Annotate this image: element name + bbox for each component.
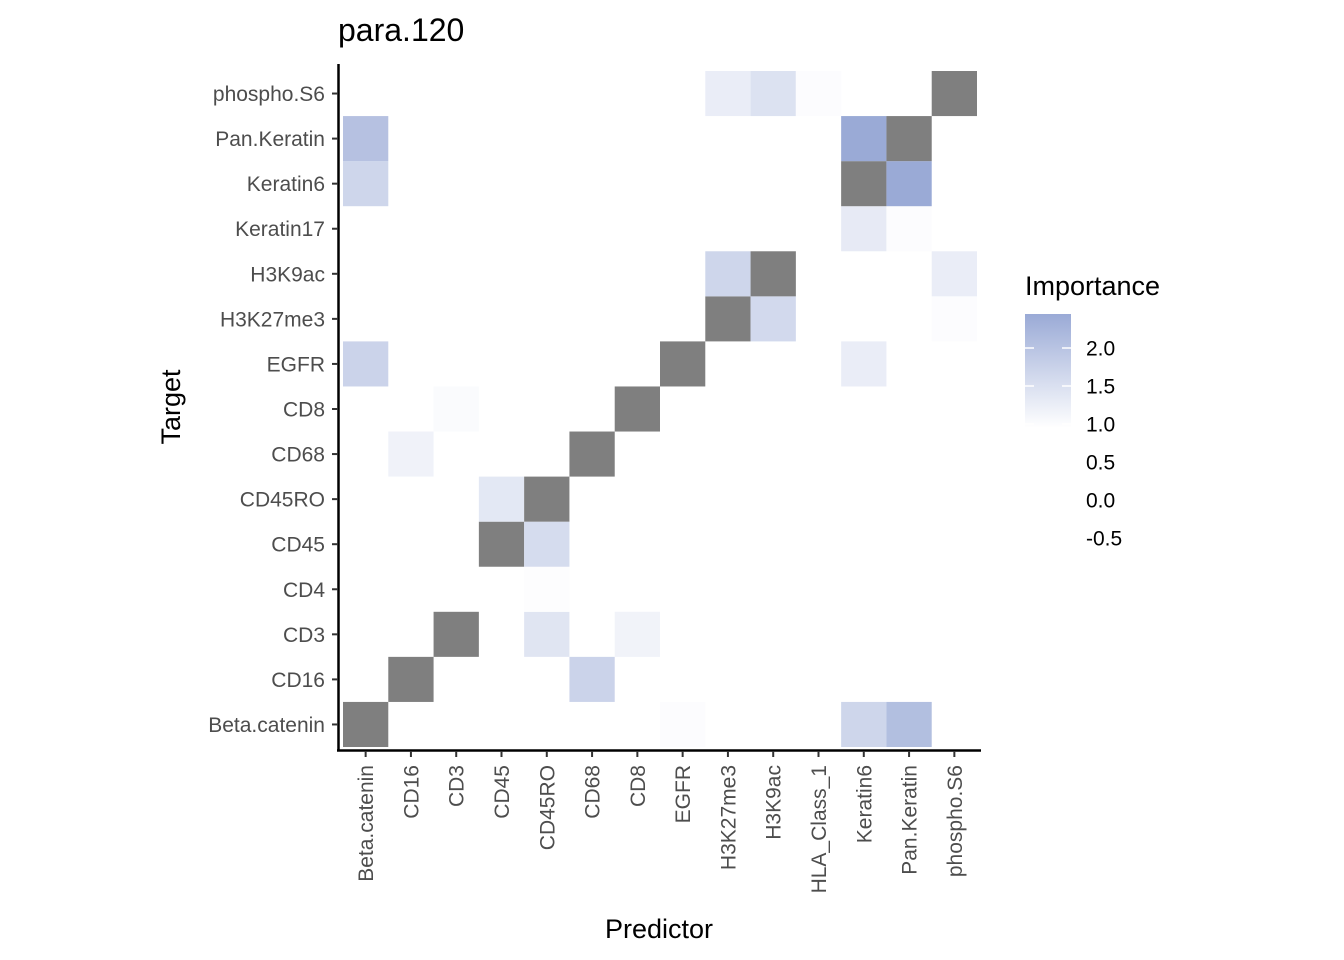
heatmap-cell-phospho-s6-hla-class-1 <box>795 71 842 117</box>
heatmap-cell-h3k9ac-h3k27me3 <box>705 251 751 297</box>
heatmap-cell-phospho-s6-h3k27me3 <box>705 71 751 117</box>
x-tick-label-hla-class-1: HLA_Class_1 <box>808 765 831 893</box>
x-tick-label-cd45: CD45 <box>491 765 514 819</box>
legend-label: 1.5 <box>1086 376 1115 399</box>
heatmap-cell-egfr-egfr <box>660 341 706 387</box>
heatmap-cell-pan-keratin-beta-catenin <box>343 116 389 162</box>
heatmap-cell-keratin17-keratin6 <box>841 206 887 252</box>
x-tick-label-cd16: CD16 <box>400 765 423 819</box>
y-tick-label-cd68: CD68 <box>271 444 325 467</box>
heatmap-cell-cd3-cd3 <box>433 611 479 657</box>
heatmap-cell-pan-keratin-keratin6 <box>841 116 887 162</box>
x-tick-label-h3k27me3: H3K27me3 <box>717 765 740 870</box>
y-tick-label-cd8: CD8 <box>283 398 325 421</box>
heatmap-cell-cd68-cd16 <box>388 431 434 477</box>
heatmap-cell-cd68-cd68 <box>569 431 615 477</box>
y-tick-label-keratin17: Keratin17 <box>235 218 325 241</box>
heatmap-cell-egfr-keratin6 <box>841 341 887 387</box>
heatmap-cell-cd3-cd45ro <box>524 611 570 657</box>
heatmap-cell-h3k27me3-phospho-s6 <box>931 296 977 342</box>
legend-ticks: 2.0 1.5 1.0 0.5 0.0 -0.5 <box>1025 338 1122 551</box>
y-tick-label-h3k27me3: H3K27me3 <box>220 308 325 331</box>
heatmap-cell-cd3-cd8 <box>614 611 660 657</box>
heatmap-cell-cd8-cd3 <box>433 386 479 432</box>
heatmap-cell-h3k27me3-h3k27me3 <box>705 296 751 342</box>
heatmap-cell-egfr-beta-catenin <box>343 341 389 387</box>
y-tick-label-cd3: CD3 <box>283 624 325 647</box>
x-tick-label-cd3: CD3 <box>446 765 469 807</box>
x-tick-label-phospho-s6: phospho.S6 <box>944 765 967 877</box>
heatmap-cell-cd16-cd16 <box>388 656 434 702</box>
heatmap-cell-beta-catenin-beta-catenin <box>343 701 389 747</box>
axes <box>337 64 981 752</box>
y-tick-label-h3k9ac: H3K9ac <box>250 263 325 286</box>
x-tick-label-cd68: CD68 <box>582 765 605 819</box>
x-axis-title: Predictor <box>605 914 713 944</box>
heatmap-cell-beta-catenin-pan-keratin <box>886 701 932 747</box>
heatmap-cell-h3k9ac-h3k9ac <box>750 251 796 297</box>
legend: Importance 2.0 1.5 1.0 0.5 0.0 -0.5 <box>1025 271 1160 551</box>
x-tick-label-beta-catenin: Beta.catenin <box>355 765 378 882</box>
heatmap-cell-keratin17-pan-keratin <box>886 206 932 252</box>
y-tick-label-pan-keratin: Pan.Keratin <box>215 128 325 151</box>
x-axis-ticks: Beta.catenin CD16 CD3 CD45 CD45RO CD68 CD8 EGFR… <box>355 751 967 893</box>
heatmap-cell-keratin6-beta-catenin <box>343 161 389 207</box>
legend-label: -0.5 <box>1086 528 1122 551</box>
heatmap-cell-pan-keratin-pan-keratin <box>886 116 932 162</box>
legend-label: 1.0 <box>1086 414 1115 437</box>
chart-title: para.120 <box>338 12 464 48</box>
y-axis-title: Target <box>156 369 186 445</box>
y-tick-label-cd16: CD16 <box>271 669 325 692</box>
x-tick-label-egfr: EGFR <box>672 765 695 823</box>
x-tick-label-h3k9ac: H3K9ac <box>763 765 786 840</box>
heatmap-cell-cd4-cd45ro <box>524 566 570 612</box>
y-tick-label-cd45: CD45 <box>271 534 325 557</box>
y-tick-label-keratin6: Keratin6 <box>247 173 325 196</box>
heatmap-cell-cd45-cd45 <box>478 521 525 567</box>
heatmap-cell-cd16-cd68 <box>569 656 615 702</box>
heatmap-cell-phospho-s6-phospho-s6 <box>931 71 977 117</box>
legend-label: 0.0 <box>1086 490 1115 513</box>
heatmap-cell-cd45ro-cd45ro <box>524 476 570 522</box>
y-axis-ticks: Beta.catenin CD16 CD3 CD4 CD45 CD45RO CD68 CD8 E… <box>208 83 338 737</box>
heatmap-cells <box>343 71 977 747</box>
legend-colorbar <box>1025 314 1071 428</box>
x-tick-label-cd8: CD8 <box>627 765 650 807</box>
y-tick-label-cd45ro: CD45RO <box>240 489 325 512</box>
heatmap-cell-cd8-cd8 <box>614 386 660 432</box>
y-tick-label-egfr: EGFR <box>267 353 325 376</box>
legend-label: 2.0 <box>1086 338 1115 361</box>
y-tick-label-cd4: CD4 <box>283 579 325 602</box>
x-tick-label-keratin6: Keratin6 <box>853 765 876 843</box>
x-tick-label-cd45ro: CD45RO <box>536 765 559 850</box>
heatmap-cell-h3k27me3-h3k9ac <box>750 296 796 342</box>
x-tick-label-pan-keratin: Pan.Keratin <box>899 765 922 875</box>
y-tick-label-phospho-s6: phospho.S6 <box>213 83 325 106</box>
heatmap-cell-beta-catenin-egfr <box>660 701 706 747</box>
legend-label: 0.5 <box>1086 452 1115 475</box>
legend-title: Importance <box>1025 271 1160 301</box>
heatmap-cell-h3k9ac-phospho-s6 <box>931 251 977 297</box>
heatmap-cell-cd45ro-cd45 <box>478 476 525 522</box>
heatmap-cell-keratin6-keratin6 <box>841 161 887 207</box>
y-tick-label-beta-catenin: Beta.catenin <box>208 714 325 737</box>
heatmap-cell-cd45-cd45ro <box>524 521 570 567</box>
heatmap-cell-keratin6-pan-keratin <box>886 161 932 207</box>
heatmap-cell-phospho-s6-h3k9ac <box>750 71 796 117</box>
heatmap-cell-beta-catenin-keratin6 <box>841 701 887 747</box>
